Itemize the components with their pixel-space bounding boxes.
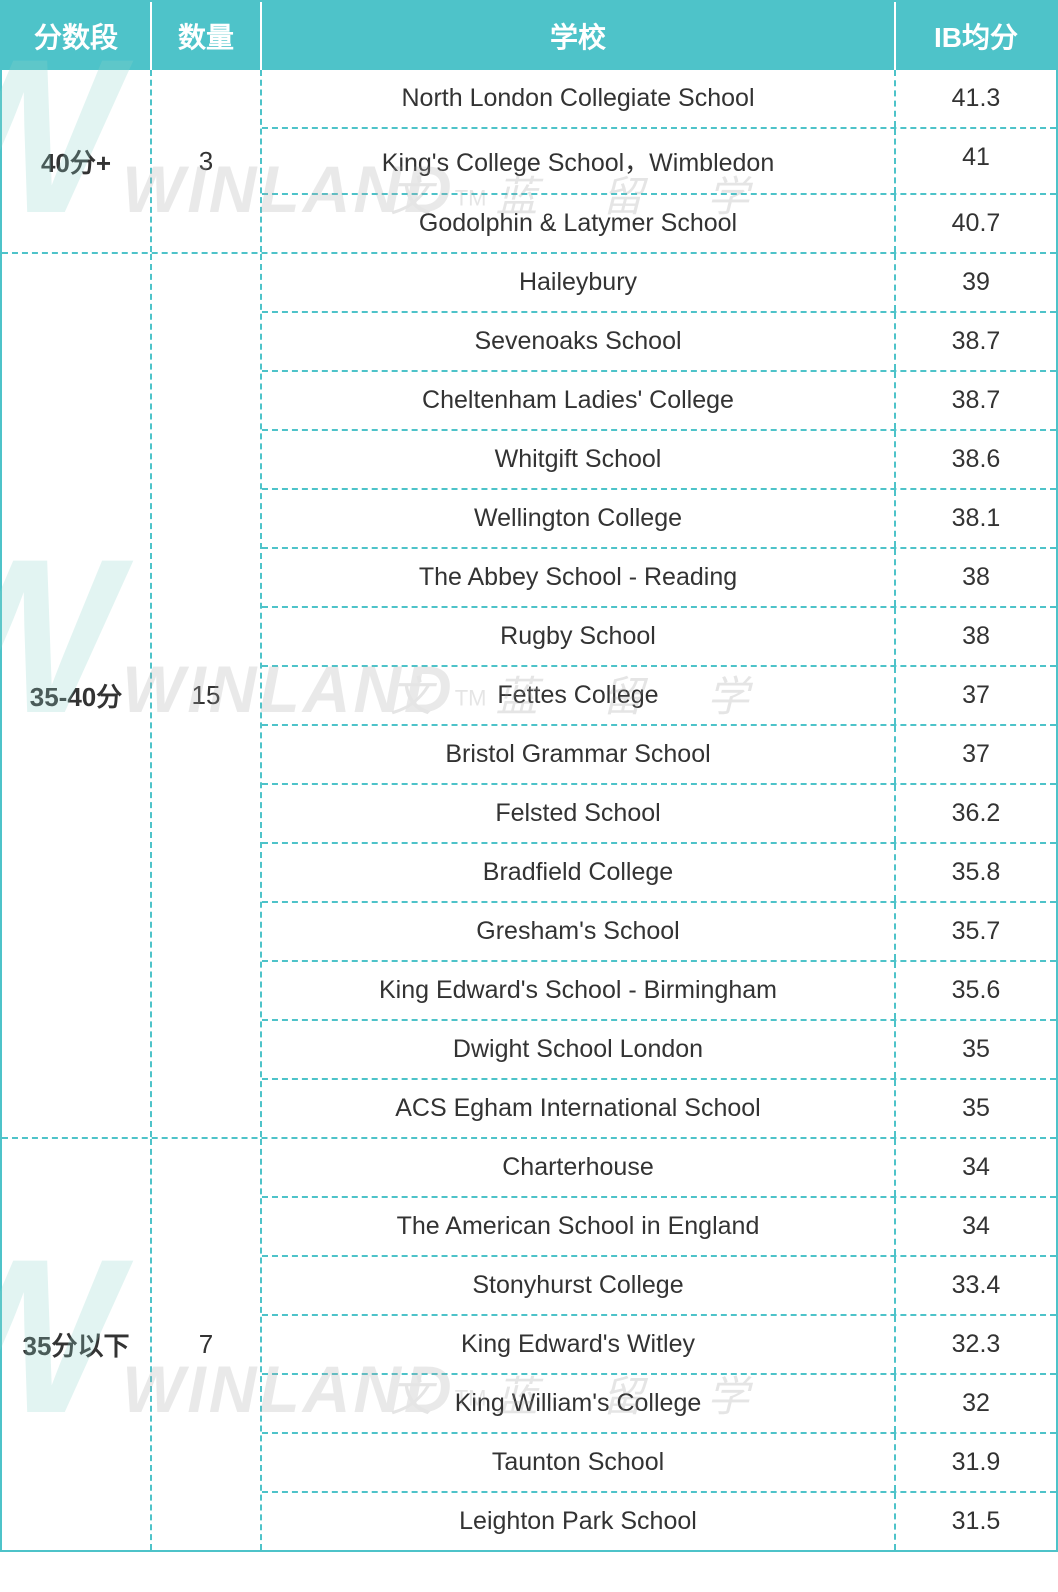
cell-score: 41.3 [896,70,1056,127]
cell-school: King's College School，Wimbledon [262,129,896,193]
cell-score: 38 [896,549,1056,606]
cell-score: 38.7 [896,372,1056,429]
cell-score: 38.7 [896,313,1056,370]
group-count: 15 [152,254,262,1137]
table-row: ACS Egham International School35 [262,1078,1056,1137]
cell-score: 37 [896,726,1056,783]
table-row: The American School in England34 [262,1196,1056,1255]
cell-school: The Abbey School - Reading [262,549,896,606]
group-count: 7 [152,1139,262,1550]
header-range: 分数段 [2,2,152,70]
table-row: Bradfield College35.8 [262,842,1056,901]
cell-school: Sevenoaks School [262,313,896,370]
cell-school: King Edward's School - Birmingham [262,962,896,1019]
cell-school: Fettes College [262,667,896,724]
table-group: 40分+3North London Collegiate School41.3K… [2,70,1056,252]
cell-school: Gresham's School [262,903,896,960]
cell-school: Stonyhurst College [262,1257,896,1314]
cell-score: 39 [896,254,1056,311]
cell-school: Wellington College [262,490,896,547]
table-row: King's College School，Wimbledon41 [262,127,1056,193]
cell-school: Godolphin & Latymer School [262,195,896,252]
table-row: Felsted School36.2 [262,783,1056,842]
table-row: King Edward's Witley32.3 [262,1314,1056,1373]
cell-score: 33.4 [896,1257,1056,1314]
table-header: 分数段 数量 学校 IB均分 [2,2,1056,70]
table-row: Wellington College38.1 [262,488,1056,547]
cell-score: 32 [896,1375,1056,1432]
cell-school: Taunton School [262,1434,896,1491]
table-row: Gresham's School35.7 [262,901,1056,960]
cell-school: Cheltenham Ladies' College [262,372,896,429]
cell-school: Rugby School [262,608,896,665]
group-range: 35-40分 [2,254,152,1137]
cell-school: Bristol Grammar School [262,726,896,783]
table-row: Fettes College37 [262,665,1056,724]
table-row: North London Collegiate School41.3 [262,70,1056,127]
cell-score: 35.8 [896,844,1056,901]
group-rows: Charterhouse34The American School in Eng… [262,1139,1056,1550]
cell-school: King Edward's Witley [262,1316,896,1373]
cell-school: Charterhouse [262,1139,896,1196]
group-rows: North London Collegiate School41.3King's… [262,70,1056,252]
cell-school: Bradfield College [262,844,896,901]
cell-school: Haileybury [262,254,896,311]
table-group: 35分以下7Charterhouse34The American School … [2,1137,1056,1550]
cell-score: 35 [896,1080,1056,1137]
cell-score: 41 [896,129,1056,193]
cell-score: 35.6 [896,962,1056,1019]
cell-school: Leighton Park School [262,1493,896,1550]
table-row: Whitgift School38.6 [262,429,1056,488]
group-count: 3 [152,70,262,252]
header-score: IB均分 [896,2,1056,70]
cell-school: The American School in England [262,1198,896,1255]
ib-score-table: 分数段 数量 学校 IB均分 40分+3North London Collegi… [0,0,1058,1552]
cell-score: 36.2 [896,785,1056,842]
header-school: 学校 [262,2,896,70]
table-row: The Abbey School - Reading38 [262,547,1056,606]
cell-score: 34 [896,1139,1056,1196]
cell-school: ACS Egham International School [262,1080,896,1137]
cell-score: 35 [896,1021,1056,1078]
table-row: Rugby School38 [262,606,1056,665]
group-rows: Haileybury39Sevenoaks School38.7Cheltenh… [262,254,1056,1137]
table-row: King Edward's School - Birmingham35.6 [262,960,1056,1019]
cell-score: 38.6 [896,431,1056,488]
table-body: 40分+3North London Collegiate School41.3K… [2,70,1056,1550]
table-row: Charterhouse34 [262,1139,1056,1196]
cell-score: 31.9 [896,1434,1056,1491]
table-row: Cheltenham Ladies' College38.7 [262,370,1056,429]
cell-score: 35.7 [896,903,1056,960]
table-group: 35-40分15Haileybury39Sevenoaks School38.7… [2,252,1056,1137]
group-range: 35分以下 [2,1139,152,1550]
table-row: Sevenoaks School38.7 [262,311,1056,370]
cell-score: 32.3 [896,1316,1056,1373]
cell-score: 38 [896,608,1056,665]
cell-score: 31.5 [896,1493,1056,1550]
group-range: 40分+ [2,70,152,252]
table-row: Stonyhurst College33.4 [262,1255,1056,1314]
cell-school: Whitgift School [262,431,896,488]
table-row: Bristol Grammar School37 [262,724,1056,783]
table-row: King William's College32 [262,1373,1056,1432]
table-row: Leighton Park School31.5 [262,1491,1056,1550]
cell-school: Felsted School [262,785,896,842]
cell-score: 38.1 [896,490,1056,547]
cell-school: North London Collegiate School [262,70,896,127]
table-row: Dwight School London35 [262,1019,1056,1078]
table-row: Taunton School31.9 [262,1432,1056,1491]
cell-score: 34 [896,1198,1056,1255]
cell-score: 40.7 [896,195,1056,252]
table-row: Haileybury39 [262,254,1056,311]
header-count: 数量 [152,2,262,70]
cell-school: King William's College [262,1375,896,1432]
cell-score: 37 [896,667,1056,724]
cell-school: Dwight School London [262,1021,896,1078]
table-row: Godolphin & Latymer School40.7 [262,193,1056,252]
